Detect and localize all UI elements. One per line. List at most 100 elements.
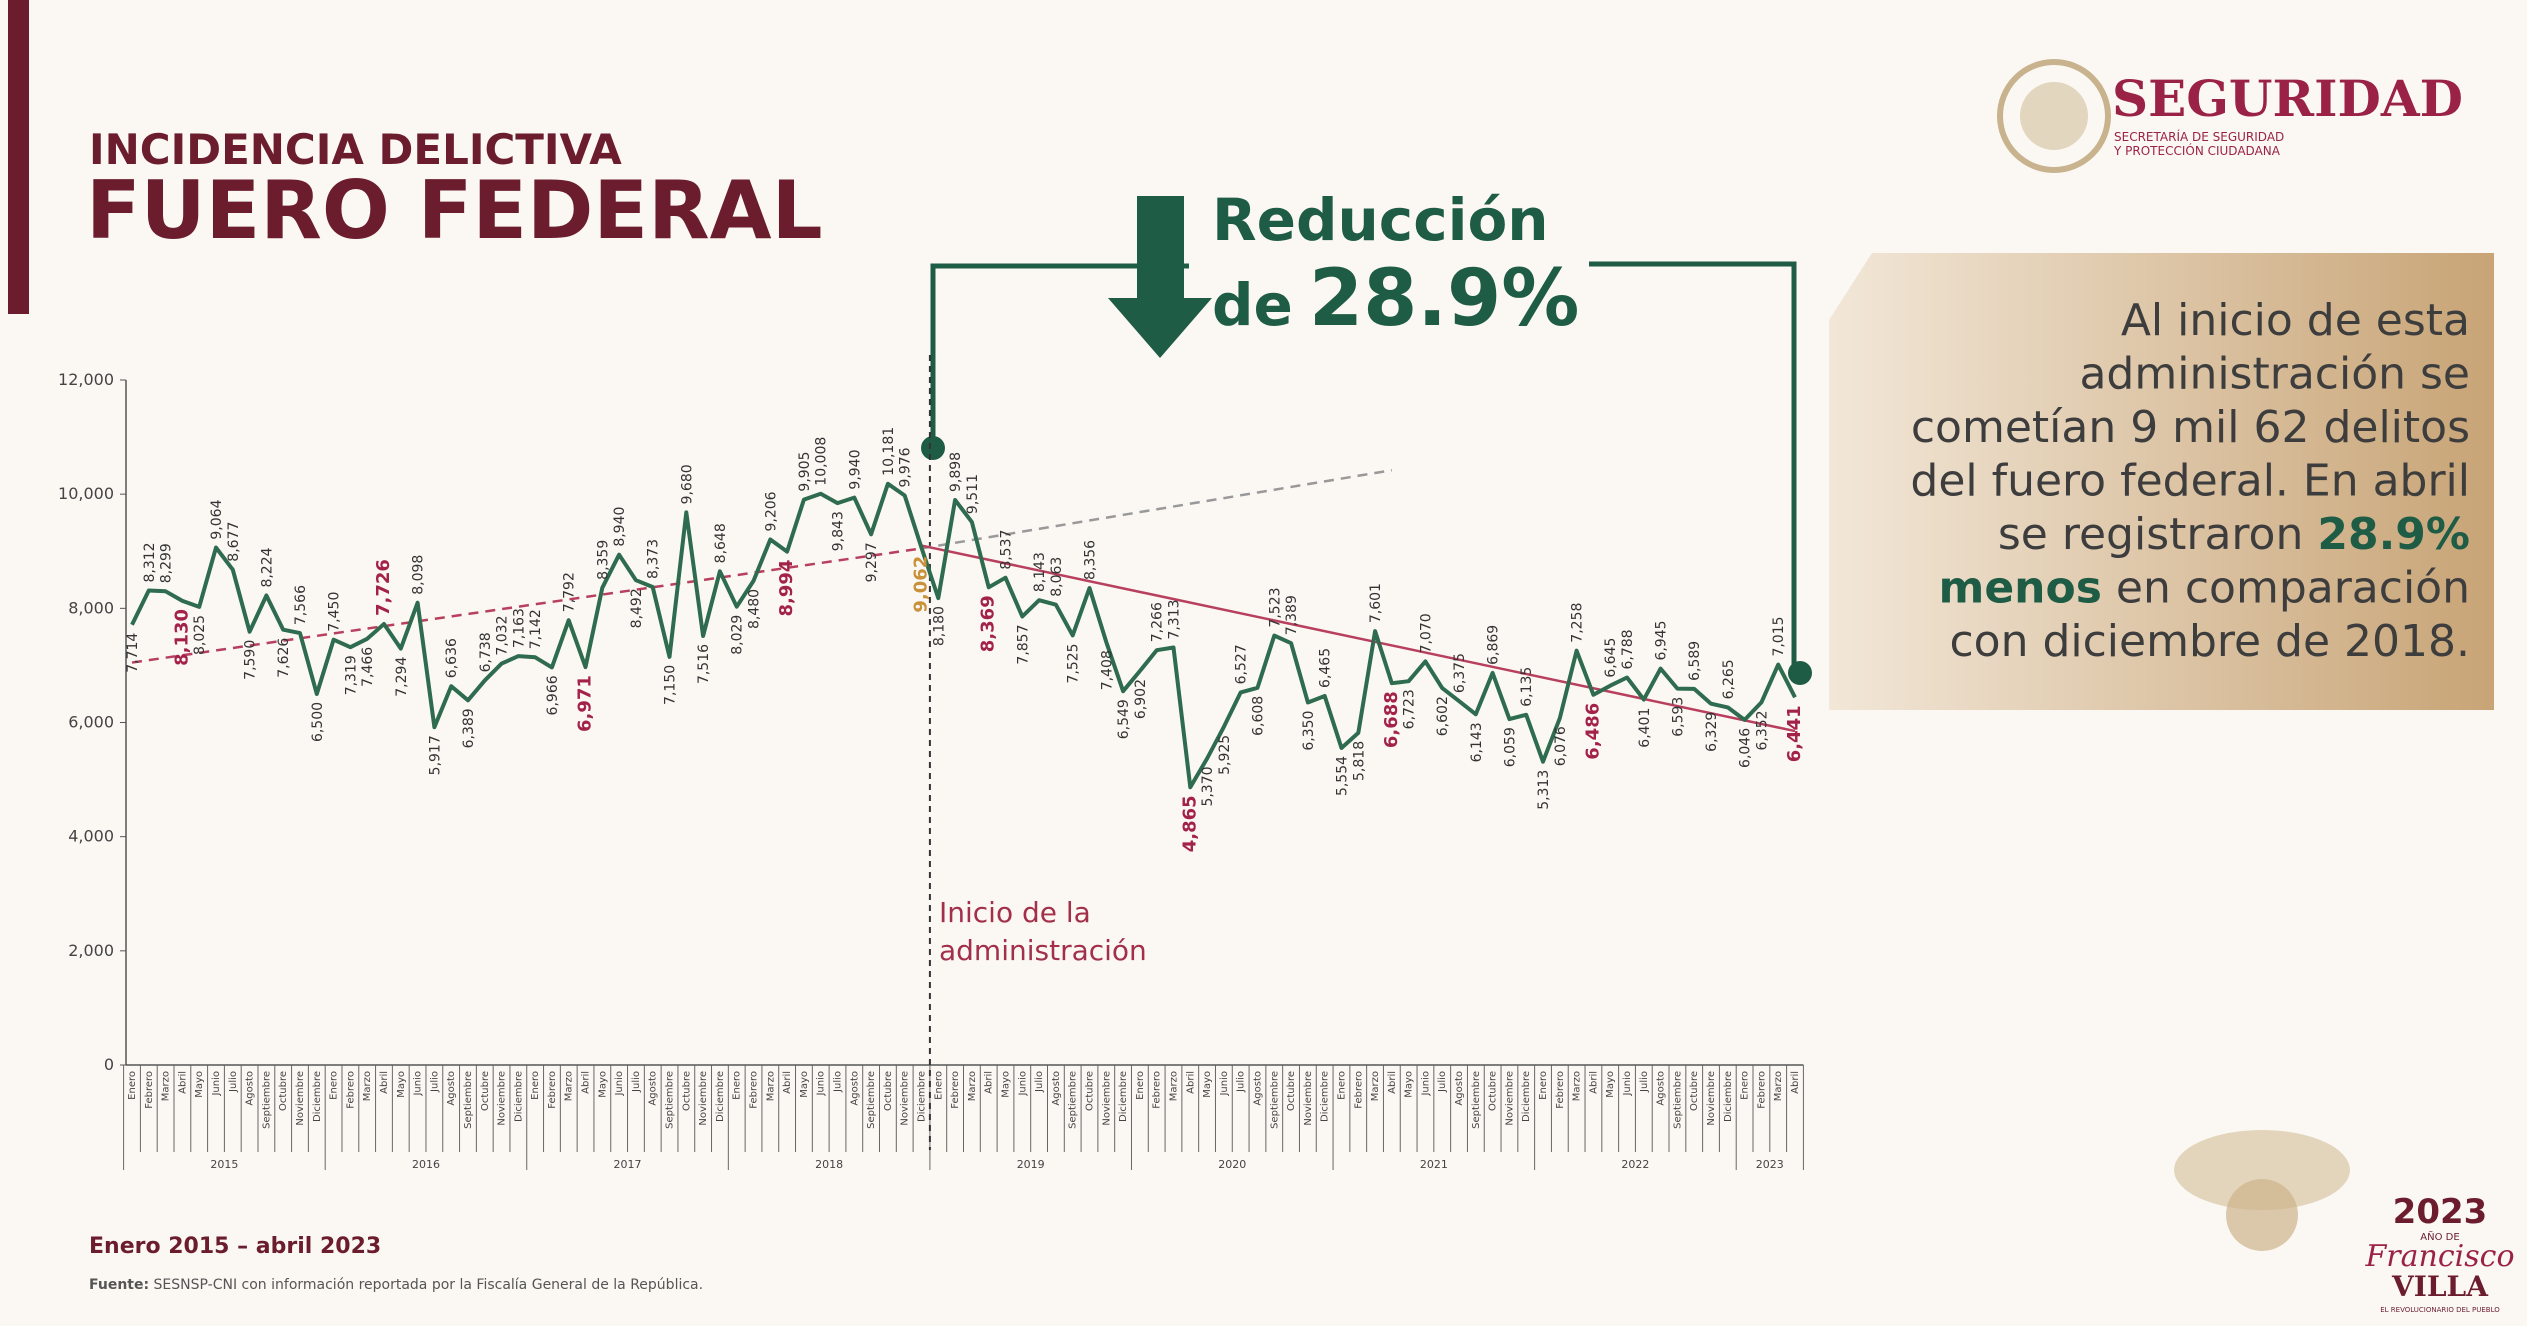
value-label: 9,064 [209, 499, 225, 539]
value-label: 7,601 [1368, 583, 1384, 623]
value-label: 8,312 [142, 542, 158, 582]
year-label: 2020 [1218, 1158, 1246, 1171]
x-tick-label: Marzo [1572, 1071, 1583, 1101]
x-tick-label: Diciembre [1118, 1071, 1129, 1122]
value-label: 7,626 [276, 638, 292, 678]
reduction-prefix: de [1212, 271, 1293, 339]
value-label: 7,389 [1284, 595, 1300, 635]
value-label: 6,375 [1452, 653, 1468, 693]
logo-line: Y PROTECCIÓN CIUDADANA [2113, 143, 2281, 158]
x-tick-label: Noviembre [295, 1071, 306, 1126]
value-label: 6,352 [1754, 710, 1770, 750]
x-tick-label: Septiembre [1672, 1071, 1683, 1129]
callout-segment: cometían 9 mil 62 delitos [1911, 402, 2470, 453]
callout-segment: con diciembre de 2018. [1949, 616, 2470, 667]
x-tick-label: Enero [329, 1071, 340, 1100]
value-label: 5,554 [1334, 756, 1350, 796]
value-label: 8,994 [776, 560, 797, 617]
value-label: 9,940 [847, 449, 863, 489]
y-tick-label: 2,000 [68, 941, 114, 960]
value-label: 7,142 [528, 609, 544, 649]
value-label: 6,500 [310, 702, 326, 742]
value-label: 6,688 [1381, 691, 1402, 748]
x-tick-label: Febrero [547, 1071, 558, 1109]
x-tick-label: Enero [933, 1071, 944, 1100]
badge-art [2174, 1130, 2350, 1210]
x-tick-label: Abril [782, 1071, 793, 1094]
value-label: 7,163 [511, 608, 527, 648]
y-tick-label: 10,000 [58, 484, 114, 503]
value-label: 6,966 [545, 675, 561, 715]
reduction-amount: de 28.9% [1212, 254, 1579, 344]
source: Fuente: SESNSP-CNI con información repor… [89, 1277, 703, 1293]
x-tick-label: Marzo [1168, 1071, 1179, 1101]
x-tick-label: Marzo [564, 1071, 575, 1101]
x-tick-label: Noviembre [1101, 1071, 1112, 1126]
callout-line: menos en comparación [1938, 563, 2470, 614]
x-tick-label: Febrero [1152, 1071, 1163, 1109]
x-tick-label: Septiembre [463, 1071, 474, 1129]
value-label: 9,062 [911, 556, 932, 613]
value-label: 6,602 [1435, 696, 1451, 736]
x-tick-label: Febrero [950, 1071, 961, 1109]
value-label: 5,925 [1217, 735, 1233, 775]
value-label: 7,070 [1418, 613, 1434, 653]
value-label: 9,898 [948, 452, 964, 492]
x-tick-label: Octubre [1286, 1071, 1297, 1111]
callout-line: del fuero federal. En abril [1910, 456, 2470, 507]
x-tick-label: Mayo [1202, 1071, 1213, 1098]
x-tick-label: Abril [984, 1071, 995, 1094]
value-label: 6,059 [1502, 727, 1518, 767]
callout-segment: se registraron [1998, 509, 2317, 560]
x-tick-label: Octubre [681, 1071, 692, 1111]
value-label: 6,401 [1637, 708, 1653, 748]
value-label: 8,677 [226, 522, 242, 562]
x-tick-label: Junio [1017, 1071, 1028, 1097]
connector [930, 263, 1189, 440]
x-tick-label: Diciembre [1320, 1071, 1331, 1122]
x-tick-label: Junio [1420, 1071, 1431, 1097]
value-label: 7,032 [495, 615, 511, 655]
x-tick-label: Julio [1437, 1071, 1448, 1093]
value-label: 6,076 [1553, 726, 1569, 766]
badge-motto: EL REVOLUCIONARIO DEL PUEBLO [2380, 1306, 2500, 1314]
logo-name: SEGURIDAD [2112, 69, 2463, 128]
x-tick-label: Septiembre [1471, 1071, 1482, 1129]
x-tick-label: Octubre [883, 1071, 894, 1111]
value-label: 8,537 [998, 530, 1014, 570]
callout-box [1829, 253, 2494, 710]
value-label: 7,258 [1570, 603, 1586, 643]
value-label: 8,369 [978, 595, 999, 652]
value-label: 7,566 [293, 585, 309, 625]
x-tick-label: Noviembre [1303, 1071, 1314, 1126]
x-tick-label: Octubre [278, 1071, 289, 1111]
value-label: 7,015 [1771, 616, 1787, 656]
value-label: 7,150 [663, 665, 679, 705]
x-tick-label: Marzo [1773, 1071, 1784, 1101]
y-tick-label: 8,000 [68, 598, 114, 617]
value-label: 6,738 [478, 632, 494, 672]
x-tick-label: Abril [177, 1071, 188, 1094]
x-tick-label: Enero [127, 1071, 138, 1100]
callout-segment: administración se [2079, 349, 2470, 400]
x-tick-label: Junio [211, 1071, 222, 1097]
reduction-line: Reducción [1212, 186, 1549, 254]
value-label: 6,902 [1133, 679, 1149, 719]
x-tick-label: Diciembre [1723, 1071, 1734, 1122]
x-tick-label: Mayo [597, 1071, 608, 1098]
value-label: 6,329 [1704, 712, 1720, 752]
value-label: 8,359 [595, 540, 611, 580]
value-label: 8,025 [192, 615, 208, 655]
value-label: 8,373 [646, 539, 662, 579]
year-label: 2023 [1756, 1158, 1784, 1171]
value-label: 7,408 [1099, 650, 1115, 690]
x-tick-label: Septiembre [1068, 1071, 1079, 1129]
x-tick-label: Abril [1588, 1071, 1599, 1094]
value-label: 9,680 [679, 464, 695, 504]
value-label: 6,869 [1486, 625, 1502, 665]
badge-sub: AÑO DE [2420, 1230, 2459, 1243]
value-label: 6,945 [1654, 620, 1670, 660]
x-tick-label: Enero [732, 1071, 743, 1100]
value-label: 7,523 [1267, 587, 1283, 627]
value-label: 6,465 [1318, 648, 1334, 688]
